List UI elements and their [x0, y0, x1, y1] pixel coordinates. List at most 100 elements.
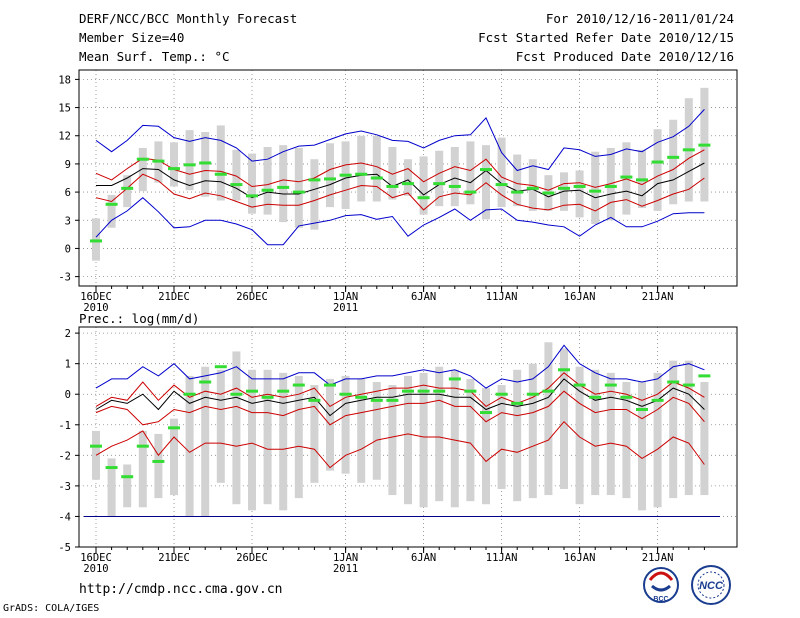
observed-mark [121, 475, 134, 479]
header-start-date: Fcst Started Refer Date 2010/12/15 [478, 30, 734, 45]
ensemble-range-bar [107, 194, 116, 228]
observed-mark [199, 161, 212, 165]
ensemble-range-bar [435, 150, 444, 207]
x-tick-label: 21JAN [642, 552, 674, 564]
observed-mark [292, 190, 305, 194]
y-tick-label: -5 [58, 542, 71, 554]
observed-mark [526, 392, 539, 396]
ensemble-range-bar [92, 430, 100, 480]
ensemble-range-bar [388, 385, 397, 496]
ensemble-range-bar [372, 382, 381, 480]
series-line-lower-quantile [95, 173, 705, 212]
x-tick-label: 6JAN [411, 552, 436, 564]
observed-mark [698, 374, 711, 378]
observed-mark [667, 155, 680, 159]
observed-mark [558, 368, 570, 372]
observed-mark [152, 159, 165, 163]
ensemble-range-bar [591, 369, 600, 496]
ensemble-range-bar [310, 385, 319, 483]
series-line-lower-bound [95, 197, 705, 246]
footer-url[interactable]: http://cmdp.ncc.cma.gov.cn [79, 582, 283, 597]
ensemble-range-bar [450, 147, 459, 207]
x-tick-label: 16DEC [80, 552, 112, 564]
y-tick-label: 6 [65, 187, 71, 199]
observed-mark [183, 392, 196, 396]
ensemble-range-bar [560, 348, 568, 489]
series-line-upper-quantile [95, 372, 705, 408]
y-tick-label: -1 [58, 420, 71, 432]
observed-mark [464, 190, 477, 194]
observed-mark [620, 395, 633, 399]
ensemble-range-bar [450, 369, 459, 508]
ensemble-range-bar [466, 378, 475, 502]
observed-mark [370, 176, 383, 180]
series-line-lower-quantile [95, 390, 705, 426]
observed-mark [214, 172, 227, 176]
observed-mark [308, 178, 321, 182]
y-tick-label: -2 [58, 450, 71, 462]
ensemble-range-bar [123, 464, 132, 508]
ensemble-range-bar [170, 142, 178, 187]
ensemble-range-bar [575, 366, 584, 505]
ensemble-range-bar [684, 360, 693, 496]
x-tick-label: 11JAN [486, 552, 518, 564]
header-forecast-period: For 2010/12/16-2011/01/24 [545, 11, 734, 26]
observed-mark [246, 389, 258, 393]
x-tick-label: 21JAN [642, 291, 674, 303]
series-line-ensemble-mean [95, 378, 705, 417]
ensemble-range-bar [232, 351, 241, 505]
ensemble-range-bar [185, 130, 194, 191]
y-tick-label: 2 [65, 328, 71, 340]
header-variable: Mean Surf. Temp.: °C [79, 49, 230, 64]
x-tick-label: 16JAN [564, 291, 596, 303]
ensemble-range-bar [513, 154, 522, 207]
observed-mark [121, 186, 134, 190]
x-tick-label: 6JAN [411, 291, 436, 303]
observed-mark [246, 194, 258, 198]
observed-mark [339, 392, 352, 396]
ensemble-range-bar [497, 385, 506, 489]
x-tick-label: 1JAN [333, 291, 358, 303]
observed-mark [542, 389, 555, 393]
observed-mark [199, 380, 212, 384]
ensemble-range-bar [248, 153, 256, 214]
observed-mark [339, 173, 352, 177]
observed-mark [589, 395, 602, 399]
ensemble-range-bar [138, 430, 147, 508]
observed-mark [526, 186, 539, 190]
observed-mark [651, 398, 664, 402]
y-tick-label: 12 [58, 131, 71, 143]
observed-mark [604, 383, 617, 387]
observed-mark [433, 182, 446, 186]
observed-mark [636, 408, 648, 411]
observed-mark [168, 426, 180, 430]
ensemble-range-bar [466, 141, 475, 205]
observed-mark [355, 172, 368, 176]
ensemble-range-bar [497, 137, 506, 208]
x-tick-label: 26DEC [236, 552, 268, 564]
ensemble-range-bar [544, 342, 553, 496]
observed-mark [604, 184, 617, 188]
observed-mark [480, 411, 492, 415]
ensemble-range-bar [653, 372, 662, 508]
y-tick-label: 0 [65, 243, 71, 255]
y-tick-label: -3 [58, 481, 71, 493]
observed-mark [589, 189, 602, 193]
observed-mark [495, 392, 508, 396]
observed-mark [573, 184, 586, 188]
ensemble-range-bar [216, 369, 225, 483]
ensemble-range-bar [388, 147, 397, 200]
x-tick-label: 11JAN [486, 291, 518, 303]
ensemble-range-bar [107, 458, 116, 517]
observed-mark [495, 183, 508, 187]
ensemble-range-bar [653, 129, 662, 211]
ensemble-range-bar [606, 372, 615, 496]
ensemble-range-bar [528, 363, 537, 499]
ensemble-range-bar [404, 375, 412, 505]
observed-mark [277, 185, 290, 189]
observed-mark [355, 395, 368, 399]
ensemble-range-bar [419, 372, 428, 508]
ensemble-range-bar [294, 147, 303, 228]
